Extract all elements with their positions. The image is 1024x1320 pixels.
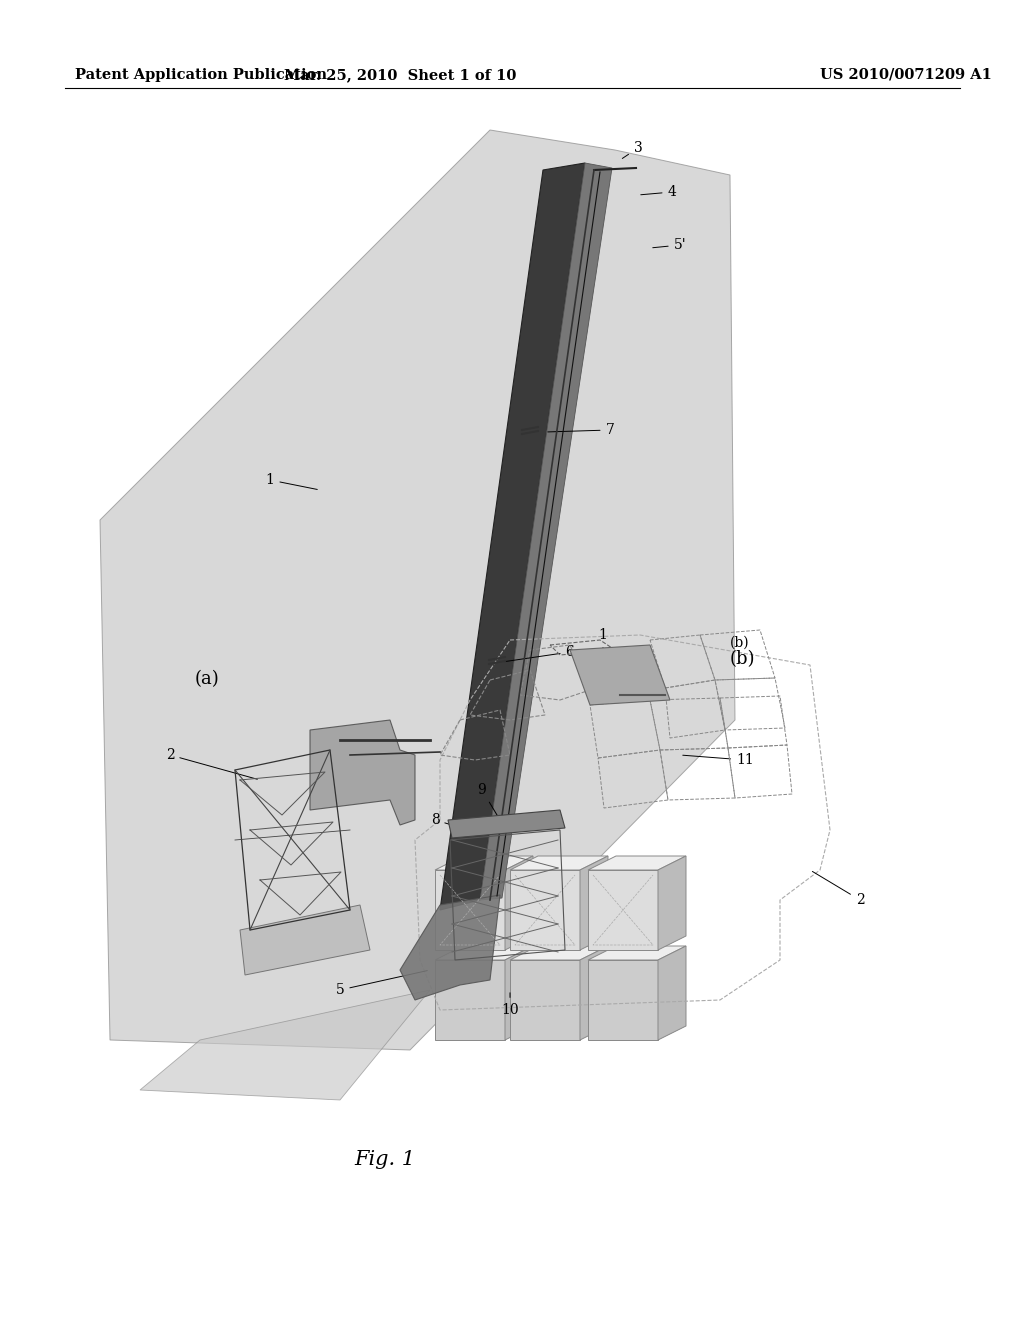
Polygon shape xyxy=(449,810,565,838)
Text: US 2010/0071209 A1: US 2010/0071209 A1 xyxy=(820,69,992,82)
Polygon shape xyxy=(435,870,505,950)
Polygon shape xyxy=(588,855,686,870)
Polygon shape xyxy=(588,960,658,1040)
Polygon shape xyxy=(240,906,370,975)
Polygon shape xyxy=(658,855,686,950)
Polygon shape xyxy=(435,946,534,960)
Text: 3: 3 xyxy=(623,141,642,158)
Polygon shape xyxy=(435,960,505,1040)
Polygon shape xyxy=(580,855,608,950)
Text: 4: 4 xyxy=(641,185,677,199)
Text: 2: 2 xyxy=(812,871,864,907)
Polygon shape xyxy=(658,946,686,1040)
Polygon shape xyxy=(100,129,735,1049)
Text: 6: 6 xyxy=(505,645,574,661)
Polygon shape xyxy=(400,895,500,1001)
Text: 8: 8 xyxy=(431,813,450,828)
Polygon shape xyxy=(570,645,670,705)
Polygon shape xyxy=(505,855,534,950)
Polygon shape xyxy=(505,946,534,1040)
Polygon shape xyxy=(435,855,534,870)
Text: 11: 11 xyxy=(683,752,754,767)
Text: (a): (a) xyxy=(195,671,220,688)
Polygon shape xyxy=(580,946,608,1040)
Text: Fig. 1: Fig. 1 xyxy=(354,1150,416,1170)
Text: Patent Application Publication: Patent Application Publication xyxy=(75,69,327,82)
Polygon shape xyxy=(588,870,658,950)
Polygon shape xyxy=(480,162,612,900)
Polygon shape xyxy=(510,855,608,870)
Polygon shape xyxy=(510,960,580,1040)
Text: 5: 5 xyxy=(336,970,427,997)
Text: 2: 2 xyxy=(166,748,257,779)
Text: (b): (b) xyxy=(730,649,756,668)
Polygon shape xyxy=(510,870,580,950)
Text: 5': 5' xyxy=(652,238,686,252)
Text: 10: 10 xyxy=(501,993,519,1016)
Text: Mar. 25, 2010  Sheet 1 of 10: Mar. 25, 2010 Sheet 1 of 10 xyxy=(284,69,516,82)
Polygon shape xyxy=(310,719,415,825)
Text: 9: 9 xyxy=(477,783,499,817)
Polygon shape xyxy=(510,946,608,960)
Text: (b): (b) xyxy=(730,636,750,649)
Text: 1: 1 xyxy=(599,628,607,648)
Polygon shape xyxy=(588,946,686,960)
Text: 1: 1 xyxy=(265,473,317,490)
Polygon shape xyxy=(440,162,585,909)
Polygon shape xyxy=(140,990,430,1100)
Text: 7: 7 xyxy=(548,422,614,437)
